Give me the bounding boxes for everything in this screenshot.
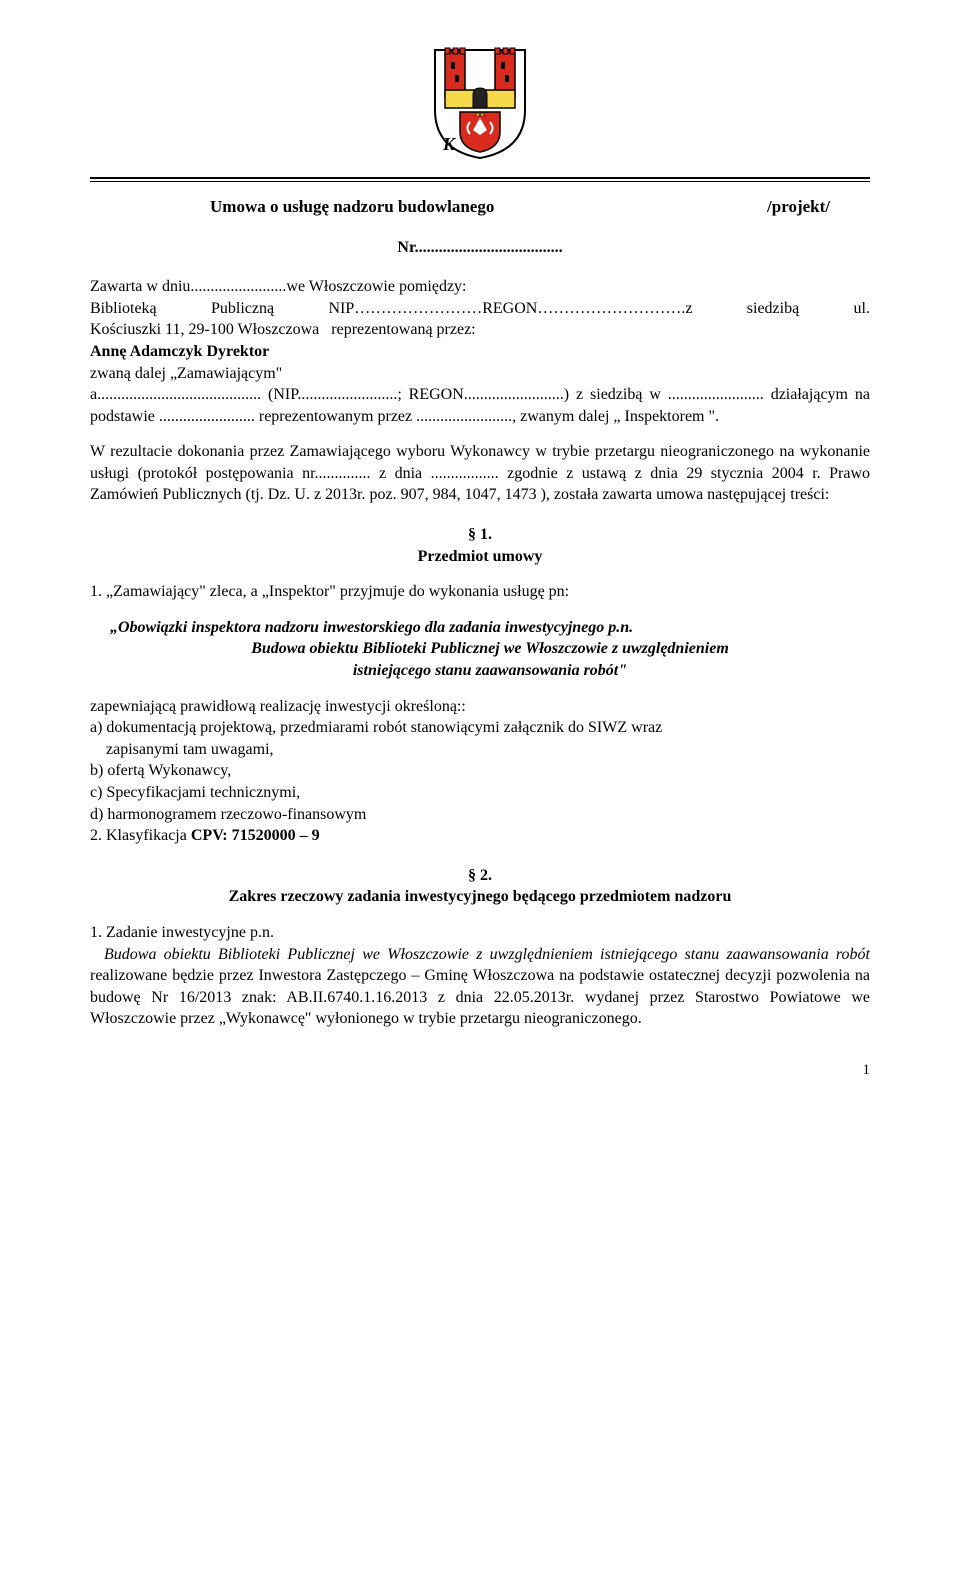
s2-p1: 1. Zadanie inwestycyjne p.n. bbox=[90, 924, 274, 941]
result-paragraph: W rezultacie dokonania przez Zamawiające… bbox=[90, 441, 870, 506]
header-rule-thin bbox=[90, 181, 870, 182]
intro-line-4: Annę Adamczyk Dyrektor bbox=[90, 341, 870, 363]
section-1-title: Przedmiot umowy bbox=[90, 546, 870, 568]
s1-intro: 1. „Zamawiający" zleca, a „Inspektor" pr… bbox=[90, 581, 870, 603]
header-rule-thick bbox=[90, 177, 870, 179]
document-number: Nr..................................... bbox=[90, 237, 870, 259]
svg-text:K: K bbox=[442, 134, 457, 154]
section-2-title: Zakres rzeczowy zadania inwestycyjnego b… bbox=[90, 886, 870, 908]
s1-cpv: 2. Klasyfikacja CPV: 71520000 – 9 bbox=[90, 825, 870, 847]
s1-item-d: d) harmonogramem rzeczowo-finansowym bbox=[90, 804, 870, 826]
document-title: Umowa o usługę nadzoru budowlanego bbox=[210, 196, 494, 219]
s1-quote-line-3: istniejącego stanu zaawansowania robót" bbox=[110, 660, 870, 682]
crest-logo: K bbox=[90, 40, 870, 167]
s1-quote-line-1: „Obowiązki inspektora nadzoru inwestorsk… bbox=[110, 617, 870, 639]
intro-paragraph: Zawarta w dniu........................we… bbox=[90, 276, 870, 427]
s1-item-c: c) Specyfikacjami technicznymi, bbox=[90, 782, 870, 804]
intro-line-3: Kościuszki 11, 29-100 Włoszczowa repreze… bbox=[90, 319, 870, 341]
section-2-number: § 2. bbox=[90, 865, 870, 887]
s1-quote-line-2: Budowa obiektu Biblioteki Publicznej we … bbox=[110, 638, 870, 660]
s1-item-b: b) ofertą Wykonawcy, bbox=[90, 760, 870, 782]
s1-quote-block: „Obowiązki inspektora nadzoru inwestorsk… bbox=[90, 617, 870, 682]
document-subtitle: /projekt/ bbox=[767, 196, 830, 219]
s1-item-a2: zapisanymi tam uwagami, bbox=[90, 739, 870, 761]
intro-line-2: Biblioteką Publiczną NIP……………………REGON………… bbox=[90, 298, 870, 320]
intro-line-5: zwaną dalej „Zamawiającym" bbox=[90, 363, 870, 385]
page-number: 1 bbox=[90, 1060, 870, 1080]
s1-ensure: zapewniającą prawidłową realizację inwes… bbox=[90, 696, 870, 718]
document-title-row: Umowa o usługę nadzoru budowlanego /proj… bbox=[90, 196, 870, 219]
intro-line-6: a.......................................… bbox=[90, 384, 870, 427]
s2-p2: Budowa obiektu Biblioteki Publicznej we … bbox=[90, 946, 870, 963]
s2-p3: realizowane będzie przez Inwestora Zastę… bbox=[90, 967, 870, 1027]
s2-body: 1. Zadanie inwestycyjne p.n. Budowa obie… bbox=[90, 922, 870, 1030]
s1-item-a: a) dokumentacją projektową, przedmiarami… bbox=[90, 717, 870, 739]
section-1-number: § 1. bbox=[90, 524, 870, 546]
intro-line-1: Zawarta w dniu........................we… bbox=[90, 276, 870, 298]
